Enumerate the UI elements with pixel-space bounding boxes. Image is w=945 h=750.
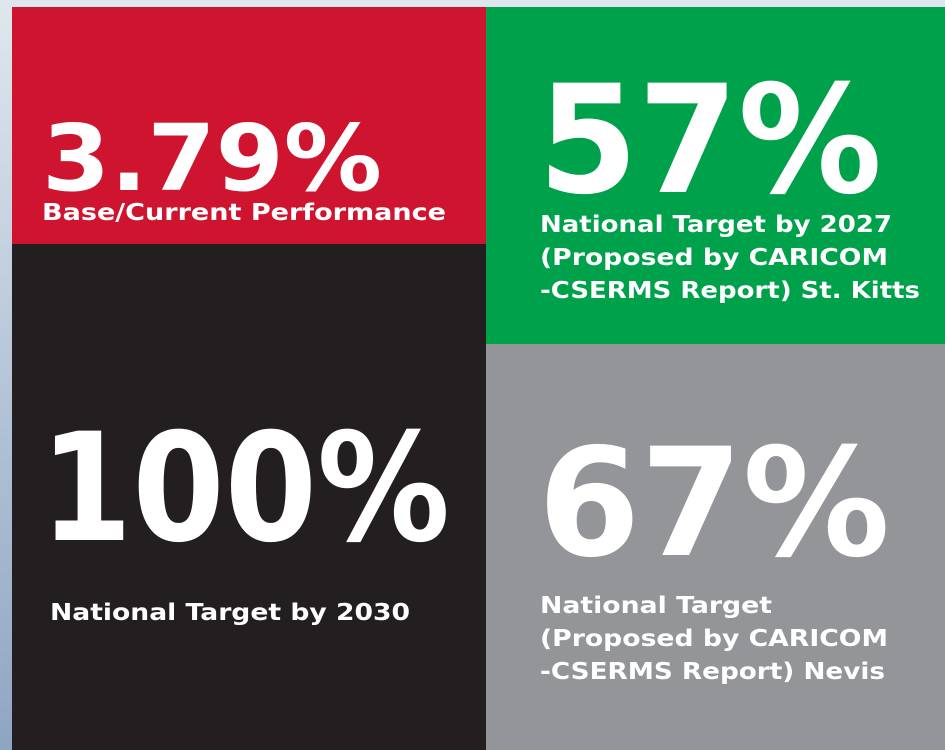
tile-label: (Proposed by CARICOM bbox=[540, 245, 888, 271]
tile-label: National Target by 2027 bbox=[540, 212, 892, 238]
tile-label: (Proposed by CARICOM bbox=[540, 626, 888, 652]
page: {"tiles": [ {"value": "3.79%", "label": … bbox=[0, 0, 945, 750]
tile-value: 57% bbox=[538, 54, 882, 228]
tile-label: Base/Current Performance bbox=[42, 200, 446, 226]
tile-label: National Target by 2030 bbox=[50, 600, 410, 626]
infographic: 3.79% Base/Current Performance 57% Natio… bbox=[0, 0, 945, 750]
tile-value: 3.79% bbox=[42, 105, 382, 212]
tile-value: 67% bbox=[538, 417, 890, 591]
tile-label: -CSERMS Report) St. Kitts bbox=[540, 278, 920, 304]
tile-label: National Target bbox=[540, 593, 772, 619]
tile-label: -CSERMS Report) Nevis bbox=[540, 659, 885, 685]
tile-value: 100% bbox=[40, 402, 450, 576]
